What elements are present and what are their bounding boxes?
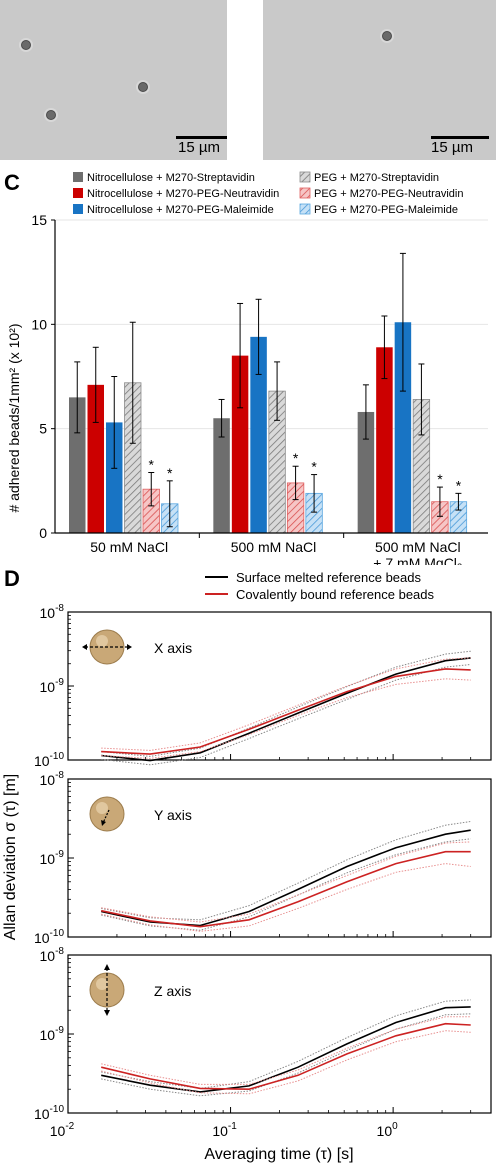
series-line: [101, 850, 471, 928]
legend-swatch: [299, 187, 311, 199]
series-lower-bound: [101, 1013, 471, 1097]
significance-marker: *: [167, 465, 173, 481]
y-tick-label: 10: [31, 316, 47, 332]
y-tick-label: 10-8: [40, 603, 65, 621]
series-lower-bound: [101, 838, 471, 931]
legend-swatch: [73, 172, 83, 182]
arrow-head: [104, 964, 110, 1016]
legend-label: PEG + M270-PEG-Neutravidin: [314, 188, 463, 200]
y-tick-label: 5: [39, 421, 47, 437]
y-tick-label: 0: [39, 525, 47, 541]
bar: [376, 347, 393, 533]
significance-marker: *: [437, 471, 443, 487]
y-tick-label: 10-8: [40, 770, 65, 788]
micrograph-a: 15 µm: [0, 0, 227, 160]
bead: [46, 110, 56, 120]
micrograph-b: 15 µm: [263, 0, 496, 160]
legend-label: Surface melted reference beads: [236, 570, 421, 585]
series-line: [101, 1022, 471, 1091]
series-upper-bound: [101, 1016, 471, 1085]
series-upper-bound: [101, 650, 471, 757]
y-tick-label: 10-10: [34, 1104, 64, 1122]
y-direction-arrow: [102, 809, 110, 824]
bar-chart: Nitrocellulose + M270-Streptavidin Nitroc…: [6, 171, 488, 565]
legend-label: Nitrocellulose + M270-PEG-Neutravidin: [87, 188, 279, 200]
y-tick-label: 15: [31, 212, 47, 228]
series-line: [101, 657, 471, 762]
y-tick-label: 10-9: [40, 677, 65, 695]
x-tick-label: 50 mM NaCl: [90, 539, 168, 555]
significance-marker: *: [456, 477, 462, 493]
series-line: [101, 1006, 471, 1093]
scale-bar: [431, 136, 489, 139]
x-axis-label: Averaging time (τ) [s]: [204, 1146, 353, 1163]
scale-bar: [176, 136, 227, 139]
legend-label: Covalently bound reference beads: [236, 587, 435, 602]
x-tick-label: 500 mM NaCl: [231, 539, 317, 555]
scale-bar-label: 15 µm: [431, 139, 473, 156]
bar: [213, 418, 230, 533]
bar: [250, 336, 267, 533]
y-tick-label: 10-10: [34, 928, 64, 946]
legend-label: Nitrocellulose + M270-Streptavidin: [87, 172, 255, 184]
series-upper-bound: [101, 841, 471, 923]
legend-swatch: [299, 203, 311, 215]
significance-marker: *: [293, 450, 299, 466]
y-axis-label: # adhered beads/1mm² (x 10²): [6, 323, 22, 512]
bead-highlight: [96, 635, 108, 647]
y-tick-label: 10-9: [40, 849, 65, 867]
x-tick-label: 500 mM NaCl: [375, 539, 461, 555]
significance-marker: *: [311, 459, 317, 475]
x-tick-label: 10-1: [212, 1121, 237, 1139]
y-tick-label: 10-8: [40, 946, 65, 964]
series-lower-bound: [101, 678, 471, 759]
series-upper-bound: [101, 999, 471, 1089]
series-lower-bound: [101, 664, 471, 766]
legend-swatch: [73, 204, 83, 214]
bar: [69, 397, 86, 533]
panel-label-c: C: [4, 170, 20, 195]
bar: [106, 422, 123, 533]
x-tick-label: 10-2: [50, 1121, 75, 1139]
plot-frame: [67, 611, 492, 761]
y-axis-label: Allan deviation σ (τ) [m]: [2, 774, 19, 940]
series-line: [101, 829, 471, 927]
bar: [87, 384, 104, 533]
bead-highlight: [96, 978, 108, 990]
axis-label: Y axis: [154, 807, 192, 823]
series-line: [101, 668, 471, 755]
subplot-1: 10-8 10-9 10-10 X axis: [34, 603, 492, 769]
y-tick-label: 10-10: [34, 751, 64, 769]
plot-frame: [67, 954, 492, 1114]
panel-label-d: D: [4, 566, 20, 591]
subplot-2: 10-8 10-9 10-10 Y axis: [34, 770, 492, 946]
series-lower-bound: [101, 1030, 471, 1095]
x-tick-label: 100: [377, 1121, 399, 1139]
series-upper-bound: [101, 657, 471, 751]
bar: [231, 355, 249, 533]
axis-label: X axis: [154, 640, 192, 656]
legend-label: PEG + M270-PEG-Maleimide: [314, 204, 458, 216]
bar: [357, 411, 375, 533]
bead-highlight: [96, 802, 108, 814]
bead: [382, 31, 392, 41]
legend-swatch: [299, 171, 311, 183]
significance-marker: *: [149, 456, 155, 472]
arrow-head: [82, 644, 132, 650]
arrow-head: [101, 820, 106, 826]
y-tick-label: 10-9: [40, 1025, 65, 1043]
series-upper-bound: [101, 821, 471, 921]
scale-bar-label: 15 µm: [178, 139, 220, 156]
bead: [21, 40, 31, 50]
bead: [138, 82, 148, 92]
series-lower-bound: [101, 863, 471, 932]
legend-label: PEG + M270-Streptavidin: [314, 172, 439, 184]
axis-label: Z axis: [154, 983, 191, 999]
allan-deviation-chart: Surface melted reference beads Covalently…: [2, 570, 492, 1163]
legend-label: Nitrocellulose + M270-PEG-Maleimide: [87, 204, 274, 216]
x-tick-label: + 7 mM MgCl₂: [373, 555, 462, 565]
legend-swatch: [73, 188, 83, 198]
bar: [394, 322, 412, 533]
